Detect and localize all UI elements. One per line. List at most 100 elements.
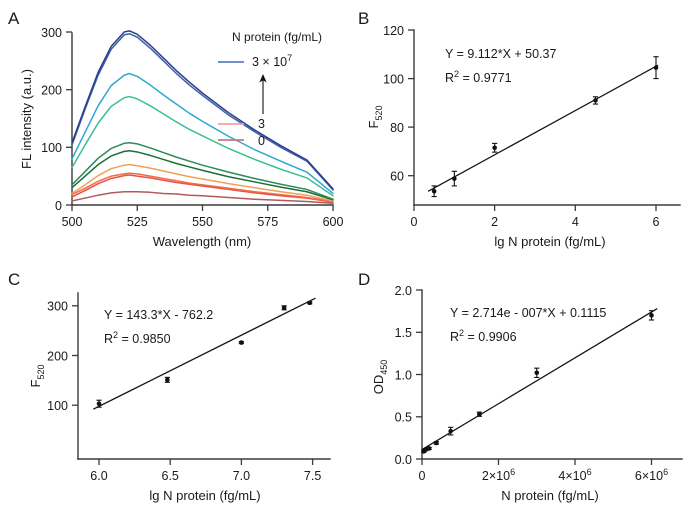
data-point [307, 300, 313, 306]
panel-b-ytick-120: 120 [383, 24, 404, 38]
data-point [593, 98, 598, 103]
panel-d-letter: D [358, 270, 370, 289]
data-point [649, 313, 654, 318]
panel-c-ytick-300: 300 [47, 300, 68, 314]
spectrum-curve [71, 163, 334, 202]
panel-a-legend-title: N protein (fg/mL) [232, 30, 322, 44]
panel-c-x-axis-title: lg N protein (fg/mL) [149, 488, 260, 503]
data-point [452, 176, 457, 181]
data-point [434, 440, 439, 446]
panel-a-xtick-575: 575 [257, 215, 278, 229]
spectrum-curve [71, 72, 334, 195]
panel-a-ytick-0: 0 [55, 199, 62, 213]
panel-c-plot: C 100 200 300 6.0 6.5 7.0 7.5 [8, 270, 331, 503]
panel-d-x-ticks: 0 2×106 4×106 6×106 [419, 459, 668, 483]
panel-d-equation: Y = 2.714e - 007*X + 0.1115 [450, 306, 606, 320]
panel-a-spectra [71, 30, 334, 205]
panel-c-datapoints [93, 297, 316, 410]
fit-line [421, 308, 658, 451]
data-point [534, 370, 540, 376]
data-point [653, 65, 659, 70]
panel-a-ytick-200: 200 [41, 84, 62, 98]
panel-a-xtick-500: 500 [62, 215, 83, 229]
panel-c-ytick-200: 200 [47, 349, 68, 363]
panel-d-xtick-4e6: 4×106 [558, 467, 591, 483]
panel-d-x-axis-title: N protein (fg/mL) [501, 488, 599, 503]
panel-d-xtick-2e6: 2×106 [482, 467, 515, 483]
panel-b-y-ticks: 60 80 100 120 [383, 24, 414, 184]
data-point [165, 377, 170, 383]
panel-c-xtick-65: 6.5 [162, 469, 179, 483]
panel-b-plot: B 60 80 100 120 0 2 4 6 [358, 9, 681, 249]
panel-d-ytick-15: 1.5 [395, 326, 412, 340]
panel-a-y-ticks: 0 100 200 300 [41, 26, 72, 213]
panel-c-ytick-100: 100 [47, 399, 68, 413]
spectrum-curve [71, 32, 334, 191]
data-point [477, 411, 482, 417]
panel-a-letter: A [8, 9, 20, 28]
panel-a-xtick-600: 600 [323, 215, 344, 229]
panel-d-ytick-10: 1.0 [395, 368, 412, 382]
spectrum-curve [71, 150, 334, 201]
panel-d-xtick-0: 0 [419, 469, 426, 483]
spectrum-curve [71, 30, 334, 190]
panel-b-x-axis-title: lg N protein (fg/mL) [494, 234, 605, 249]
panel-a-legend-label-mid: 3 [258, 117, 265, 131]
spectrum-curve [71, 141, 334, 200]
data-point [96, 401, 102, 407]
fit-line [93, 297, 316, 410]
panel-b-xtick-2: 2 [491, 215, 498, 229]
panel-b-xtick-4: 4 [572, 215, 579, 229]
panel-b-letter: B [358, 9, 369, 28]
panel-a-legend-label-low: 0 [258, 134, 265, 148]
panel-b-y-axis-title: F520 [366, 106, 384, 129]
panel-c-xtick-75: 7.5 [304, 469, 321, 483]
panel-b-ytick-60: 60 [390, 170, 404, 184]
spectrum-curve [71, 95, 334, 197]
panel-a-legend-label-high: 3 × 107 [252, 53, 292, 69]
spectrum-curve [71, 172, 334, 203]
panel-a-ytick-300: 300 [41, 26, 62, 40]
panel-c: C 100 200 300 6.0 6.5 7.0 7.5 [0, 259, 350, 518]
panel-b-x-ticks: 0 2 4 6 [411, 205, 660, 229]
data-point [431, 188, 437, 194]
panel-d-y-ticks: 0.0 0.5 1.0 1.5 2.0 [395, 284, 422, 467]
panel-a-x-ticks: 500 525 550 575 600 [62, 205, 344, 229]
data-point [239, 340, 244, 345]
spectrum-curve [71, 174, 334, 203]
panel-a-ytick-100: 100 [41, 141, 62, 155]
panel-c-xtick-60: 6.0 [90, 469, 107, 483]
panel-c-equation: Y = 143.3*X - 762.2 [104, 308, 213, 322]
panel-c-x-ticks: 6.0 6.5 7.0 7.5 [90, 459, 321, 483]
spectrum-curve [71, 190, 334, 205]
panel-b-ytick-100: 100 [383, 72, 404, 86]
panel-b-equation: Y = 9.112*X + 50.37 [445, 47, 556, 61]
panel-a-plot: A 0 100 200 300 500 [8, 9, 344, 249]
data-point [423, 447, 428, 453]
panel-d-ytick-05: 0.5 [395, 411, 412, 425]
data-point [448, 428, 453, 434]
panel-d-r2: R2 = 0.9906 [450, 328, 517, 344]
fit-line [427, 64, 659, 192]
panel-b-datapoints [427, 56, 659, 198]
panel-d-ytick-20: 2.0 [395, 284, 412, 298]
panel-b: B 60 80 100 120 0 2 4 6 [350, 0, 700, 259]
panel-b-xtick-6: 6 [653, 215, 660, 229]
panel-a-x-axis-title: Wavelength (nm) [153, 234, 252, 249]
panel-c-y-ticks: 100 200 300 [47, 300, 78, 413]
panel-a-xtick-550: 550 [192, 215, 213, 229]
panel-c-xtick-70: 7.0 [233, 469, 250, 483]
panel-d-xtick-6e6: 6×106 [635, 467, 668, 483]
panel-d: D 0.0 0.5 1.0 1.5 2.0 0 2 [350, 259, 700, 518]
panel-a-legend: N protein (fg/mL) 3 × 107 3 0 [218, 30, 322, 148]
panel-a-xtick-525: 525 [127, 215, 148, 229]
panel-b-ytick-80: 80 [390, 121, 404, 135]
panel-d-ytick-00: 0.0 [395, 453, 412, 467]
panel-b-xtick-0: 0 [411, 215, 418, 229]
panel-c-r2: R2 = 0.9850 [104, 330, 171, 346]
panel-c-y-axis-title: F520 [28, 365, 46, 388]
panel-a-y-axis-title: FL intensity (a.u.) [19, 69, 34, 169]
panel-b-r2: R2 = 0.9771 [445, 69, 512, 85]
panel-d-datapoints [421, 308, 658, 454]
